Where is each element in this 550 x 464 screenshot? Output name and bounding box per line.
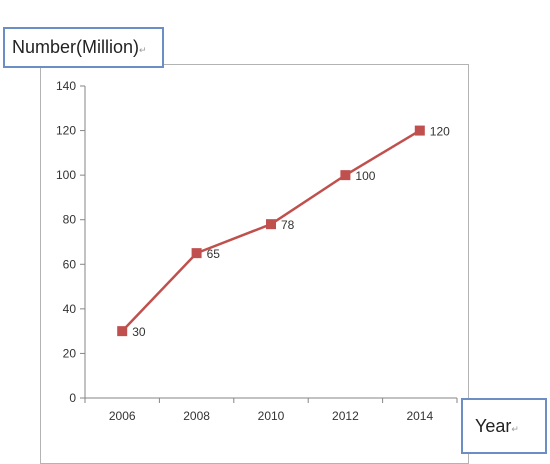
data-point-marker — [266, 219, 276, 230]
data-point-marker — [117, 326, 128, 337]
x-tick-label: 2010 — [258, 409, 285, 423]
data-point-marker — [340, 170, 351, 181]
chart-area — [40, 64, 469, 464]
data-label: 78 — [281, 218, 295, 232]
data-label: 30 — [132, 325, 146, 339]
data-label: 65 — [207, 247, 221, 261]
y-axis-label-box: Number(Million)↵ — [3, 27, 164, 68]
data-point-marker — [414, 125, 425, 136]
y-tick-label: 140 — [56, 79, 76, 93]
y-axis-label: Number(Million) — [12, 37, 140, 57]
x-axis-label-box: Year↵ — [461, 398, 547, 454]
x-axis-label: Year — [475, 416, 512, 436]
y-tick-label: 80 — [63, 213, 77, 227]
x-tick-label: 2008 — [183, 409, 210, 423]
data-label: 100 — [355, 169, 375, 183]
data-point-marker — [191, 248, 202, 259]
data-label: 120 — [430, 125, 450, 139]
y-tick-label: 100 — [56, 168, 76, 182]
y-tick-label: 60 — [63, 257, 77, 271]
series-line — [121, 129, 421, 333]
x-tick-label: 2012 — [332, 409, 359, 423]
x-tick-label: 2006 — [109, 409, 136, 423]
y-tick-label: 20 — [63, 346, 77, 360]
x-tick-label: 2014 — [406, 409, 433, 423]
y-tick-label: 40 — [63, 302, 77, 316]
y-tick-label: 0 — [69, 391, 76, 405]
y-tick-label: 120 — [56, 124, 76, 138]
